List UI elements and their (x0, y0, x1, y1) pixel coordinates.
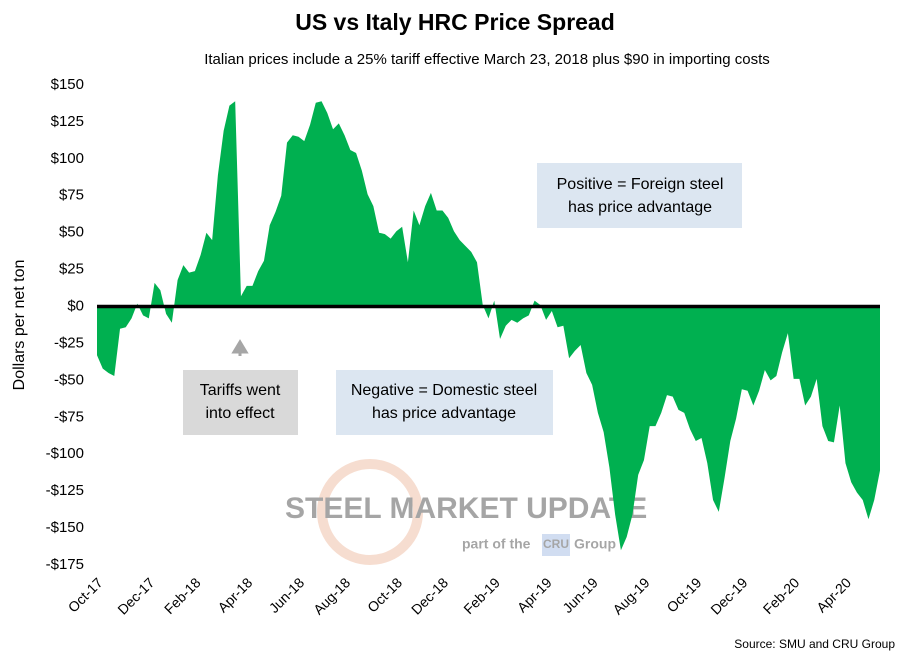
chart-subtitle: Italian prices include a 25% tariff effe… (204, 51, 770, 68)
annotation-box (537, 163, 742, 228)
x-tick-label: Aug-19 (609, 574, 652, 617)
watermark-text: STEEL MARKET UPDATE (285, 492, 647, 525)
watermark-text: part of the (462, 536, 531, 552)
x-tick-label: Oct-17 (65, 574, 106, 615)
y-tick-label: -$175 (46, 556, 84, 573)
x-tick-label: Dec-19 (707, 574, 750, 617)
x-tick-label: Apr-18 (214, 574, 255, 615)
annotation: Positive = Foreign steel has price advan… (537, 163, 742, 228)
annotation-text: has price advantage (568, 199, 712, 216)
y-tick-label: $0 (67, 298, 84, 315)
annotation-box (336, 370, 553, 435)
y-axis-label: Dollars per net ton (11, 260, 28, 391)
x-tick-label: Aug-18 (310, 574, 353, 617)
y-tick-label: $25 (59, 261, 84, 278)
watermark: STEEL MARKET UPDATE part of the CRU Grou… (285, 459, 647, 565)
annotation-arrow (231, 339, 249, 356)
y-tick-label: -$25 (54, 334, 84, 351)
x-tick-label: Jun-18 (266, 574, 308, 616)
annotation-text: Tariffs went (200, 382, 281, 399)
x-tick-label: Oct-19 (663, 574, 704, 615)
y-tick-label: $100 (51, 150, 84, 167)
annotation-text: has price advantage (372, 405, 516, 422)
area (97, 101, 880, 551)
y-tick-label: -$75 (54, 408, 84, 425)
watermark-text: Group (574, 536, 616, 552)
x-tick-label: Feb-19 (460, 574, 503, 617)
x-tick-label: Dec-17 (114, 574, 157, 617)
x-tick-label: Oct-18 (364, 574, 405, 615)
y-tick-label: -$150 (46, 519, 84, 536)
chart-title: US vs Italy HRC Price Spread (295, 9, 615, 35)
annotation: Tariffs went into effect (183, 339, 298, 435)
watermark-logo (317, 459, 423, 565)
annotation-box (183, 370, 298, 435)
y-tick-label: -$50 (54, 371, 84, 388)
annotation-text: Positive = Foreign steel (557, 176, 724, 193)
annotation: Negative = Domestic steel has price adva… (336, 370, 553, 435)
annotation-text: Negative = Domestic steel (351, 382, 537, 399)
x-tick-label: Apr-19 (514, 574, 555, 615)
y-tick-label: $150 (51, 76, 84, 93)
y-tick-label: -$125 (46, 482, 84, 499)
y-tick-label: -$100 (46, 445, 84, 462)
y-tick-label: $50 (59, 224, 84, 241)
x-tick-label: Dec-18 (408, 574, 451, 617)
x-tick-label: Jun-19 (559, 574, 601, 616)
x-tick-label: Feb-20 (760, 574, 803, 617)
source: Source: SMU and CRU Group (734, 637, 895, 651)
y-tick-label: $125 (51, 113, 84, 130)
x-tick-label: Apr-20 (813, 574, 854, 615)
watermark-box (542, 534, 570, 556)
y-tick-label: $75 (59, 187, 84, 204)
x-tick-label: Feb-18 (161, 574, 204, 617)
annotation-text: into effect (205, 405, 275, 422)
watermark-text: CRU (543, 537, 569, 551)
